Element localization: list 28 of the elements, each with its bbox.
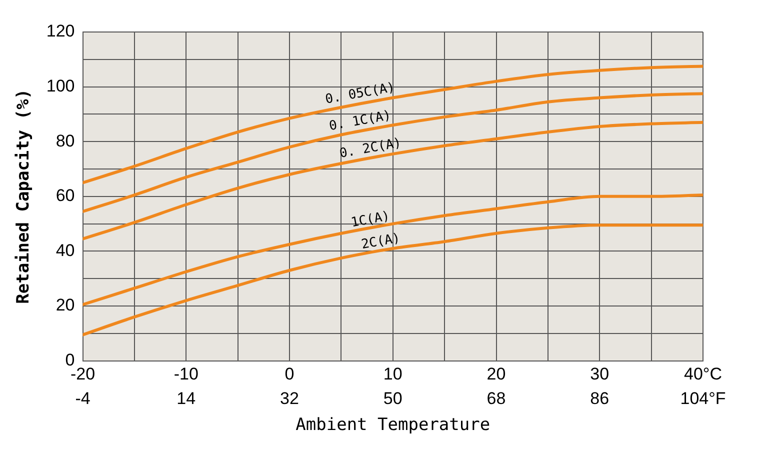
x2-tick-label: 50 <box>383 389 402 408</box>
y-tick-label: 40 <box>56 240 75 260</box>
x2-tick-label: 14 <box>176 389 196 408</box>
annotation: 0. 1C(A) <box>328 108 392 134</box>
line-series <box>82 64 703 184</box>
y-tick-label: 100 <box>46 76 75 96</box>
annotation: 0. 2C(A) <box>338 136 403 162</box>
line-series <box>82 194 703 306</box>
x2-tick-label: 68 <box>486 389 506 408</box>
x-tick-label: 20 <box>486 364 506 384</box>
annotation: 2C(A) <box>360 230 402 253</box>
x-tick-label: -10 <box>174 364 198 384</box>
y-axis-title: Retained Capacity (%) <box>14 88 34 304</box>
x2-tick-label: -4 <box>75 389 90 408</box>
y-tick-label: 60 <box>56 186 75 206</box>
x2-tick-label: 32 <box>280 389 299 408</box>
y-tick-label: 80 <box>56 131 75 150</box>
x-tick-label: 10 <box>383 364 402 384</box>
annotation: 0. 05C(A) <box>324 80 396 108</box>
x-tick-label: 30 <box>590 364 610 384</box>
y-tick-label: 20 <box>56 296 75 315</box>
x-axis-title: Ambient Temperature <box>296 415 490 436</box>
x2-tick-label: 86 <box>590 389 610 408</box>
annotation: 1C(A) <box>350 208 392 231</box>
x2-tick-label: 104°F <box>680 389 726 408</box>
x-tick-label: 40°C <box>684 364 722 384</box>
x-tick-label: 0 <box>284 364 294 384</box>
y-tick-label: 120 <box>46 22 75 41</box>
